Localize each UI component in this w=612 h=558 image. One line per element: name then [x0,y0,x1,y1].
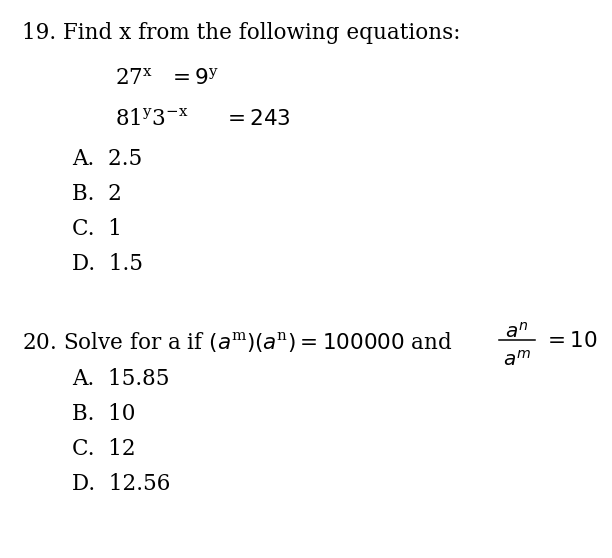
Text: $= 10$: $= 10$ [543,330,597,352]
Text: $= 243$: $= 243$ [223,108,291,130]
Text: A.  15.85: A. 15.85 [72,368,170,390]
Text: $\mathregular{81}^{\mathregular{y}}\mathregular{3}^{-\mathregular{x}}$: $\mathregular{81}^{\mathregular{y}}\math… [115,108,188,130]
Text: $a^n$: $a^n$ [506,322,529,342]
Text: B.  10: B. 10 [72,403,135,425]
Text: B.  2: B. 2 [72,183,122,205]
Text: D.  1.5: D. 1.5 [72,253,143,275]
Text: $a^m$: $a^m$ [503,350,531,370]
Text: 19. Find x from the following equations:: 19. Find x from the following equations: [22,22,460,44]
Text: $= 9^{\mathregular{y}}$: $= 9^{\mathregular{y}}$ [168,68,218,90]
Text: $\mathregular{27}^{\mathregular{x}}$: $\mathregular{27}^{\mathregular{x}}$ [115,68,153,90]
Text: A.  2.5: A. 2.5 [72,148,142,170]
Text: C.  1: C. 1 [72,218,122,240]
Text: 20. Solve for a if $(a^{\mathregular{m}})(a^{\mathregular{n}}) = 100000$ and: 20. Solve for a if $(a^{\mathregular{m}}… [22,330,453,354]
Text: D.  12.56: D. 12.56 [72,473,170,495]
Text: C.  12: C. 12 [72,438,136,460]
